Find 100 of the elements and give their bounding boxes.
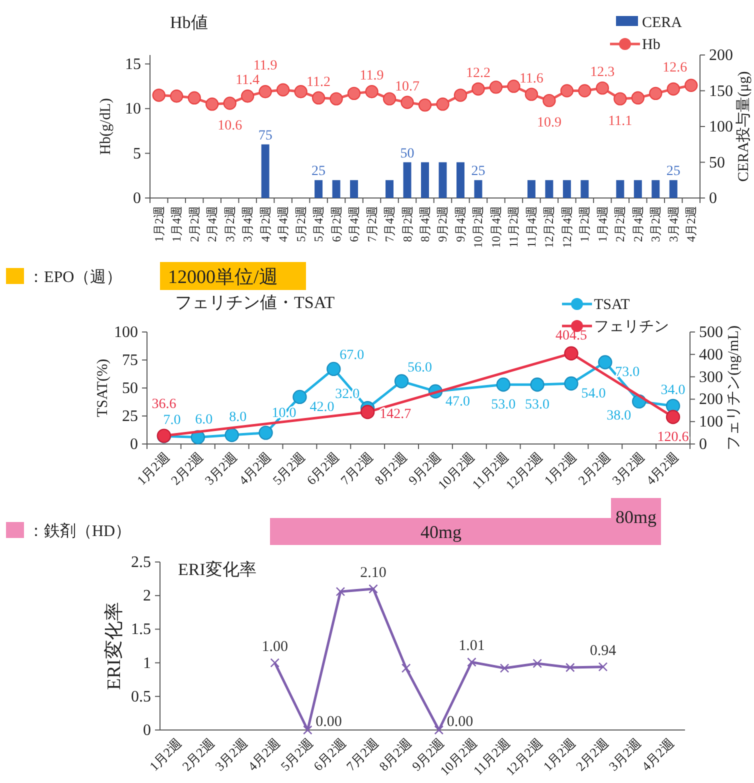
x-tick-label: 4月4週 [276, 206, 290, 242]
data-label: 10.6 [218, 118, 242, 134]
data-label: 142.7 [380, 407, 412, 422]
data-label: 11.9 [360, 68, 384, 84]
x-tick-label: 6月2週 [329, 206, 344, 242]
x-tick-label: 3月2週 [222, 206, 237, 242]
x-tick-label: 9月2週 [436, 206, 450, 242]
bar [527, 180, 536, 198]
point [598, 355, 612, 370]
data-label: 7.0 [163, 413, 181, 428]
point [303, 725, 312, 735]
point [684, 78, 698, 92]
y-tick-label: 0 [133, 190, 141, 207]
x-tick-label: 12月4週 [560, 206, 574, 248]
point [170, 90, 184, 103]
text: ：EPO（週） [28, 269, 122, 286]
x-tick-label: 1月2週 [578, 206, 592, 242]
data-label: 34.0 [660, 382, 686, 398]
point [152, 88, 166, 102]
data-label: 1.01 [458, 638, 485, 654]
bar [314, 180, 323, 198]
data-label: 404.5 [555, 328, 587, 344]
bar [386, 180, 394, 198]
point [205, 98, 219, 111]
x-tick-label: 2月4週 [630, 206, 645, 242]
x-tick-label: 3月2週 [648, 206, 663, 242]
point [489, 80, 503, 94]
bar [669, 180, 678, 198]
point [365, 85, 378, 98]
point [418, 98, 432, 112]
chart-title: フェリチン値・TSAT [175, 293, 336, 312]
bar [652, 180, 660, 198]
bar [562, 180, 571, 198]
point [564, 346, 578, 360]
point [507, 80, 520, 93]
data-label: 8.0 [229, 410, 247, 426]
data-label: 75 [258, 128, 272, 144]
data-label: 12.3 [590, 65, 615, 80]
legend-label: フェリチン [594, 319, 669, 335]
bar [438, 162, 447, 198]
data-label: 56.0 [408, 360, 432, 376]
x-tick-label: 11月4週 [524, 206, 538, 248]
x-tick-label: 1月2週 [152, 206, 166, 242]
x-tick-label: 12月2週 [542, 206, 556, 248]
point [649, 86, 662, 100]
point [530, 378, 544, 392]
text: 40mg [420, 522, 462, 542]
legend-label: TSAT [594, 297, 630, 313]
x-tick-label: 7月4週 [382, 206, 397, 242]
x-tick-label: 10月4週 [488, 206, 503, 248]
point [360, 404, 375, 420]
point [258, 85, 272, 98]
data-label: 2.10 [360, 564, 386, 581]
data-label: 12.2 [466, 66, 490, 81]
x-tick-label: 8月2週 [400, 206, 414, 242]
data-label: 11.9 [253, 58, 278, 74]
data-label: 1.00 [262, 638, 288, 655]
point [614, 92, 627, 106]
bar [616, 180, 624, 198]
y2-tick-label: 0 [709, 190, 717, 207]
x-tick-label: 9月4週 [453, 206, 468, 242]
data-label: 120.6 [657, 430, 689, 445]
y-axis-title: ERI変化率 [103, 602, 125, 690]
data-label: 54.0 [581, 386, 606, 402]
y-tick-label: 100 [114, 324, 138, 341]
bar [545, 180, 554, 198]
data-label: 25 [471, 164, 486, 180]
point [532, 658, 542, 668]
x-tick-label: 8月4週 [418, 206, 432, 242]
point [454, 88, 468, 102]
point [400, 96, 414, 109]
point [330, 92, 343, 106]
x-tick-label: 3月4週 [240, 206, 255, 242]
y2-tick-label: 0 [699, 436, 707, 453]
bar [421, 162, 429, 198]
point [223, 96, 236, 110]
y2-tick-label: 300 [699, 368, 723, 386]
data-label: 10.7 [395, 79, 420, 94]
x-tick-label: 11月2週 [506, 206, 521, 248]
data-label: 25 [312, 164, 326, 180]
y-tick-label: 2.5 [131, 554, 151, 571]
text: 12000単位/週 [168, 267, 278, 288]
bar [456, 162, 464, 198]
point [472, 82, 485, 96]
data-label: 12.6 [662, 60, 688, 76]
x-tick-label: 1月4週 [595, 206, 610, 242]
data-label: 53.0 [525, 398, 550, 413]
point [500, 664, 510, 673]
point [578, 84, 592, 98]
y-tick-label: 25 [122, 408, 138, 425]
point [436, 98, 450, 111]
y2-tick-label: 200 [709, 47, 733, 64]
y2-tick-label: 200 [699, 391, 723, 408]
data-label: 10.9 [536, 116, 562, 131]
point [258, 426, 273, 440]
x-tick-label: 2月2週 [613, 206, 628, 242]
text: ：鉄剤（HD） [28, 522, 132, 540]
x-tick-label: 2月2週 [187, 206, 202, 242]
bar [474, 180, 482, 198]
x-tick-label: 2月4週 [205, 206, 220, 242]
